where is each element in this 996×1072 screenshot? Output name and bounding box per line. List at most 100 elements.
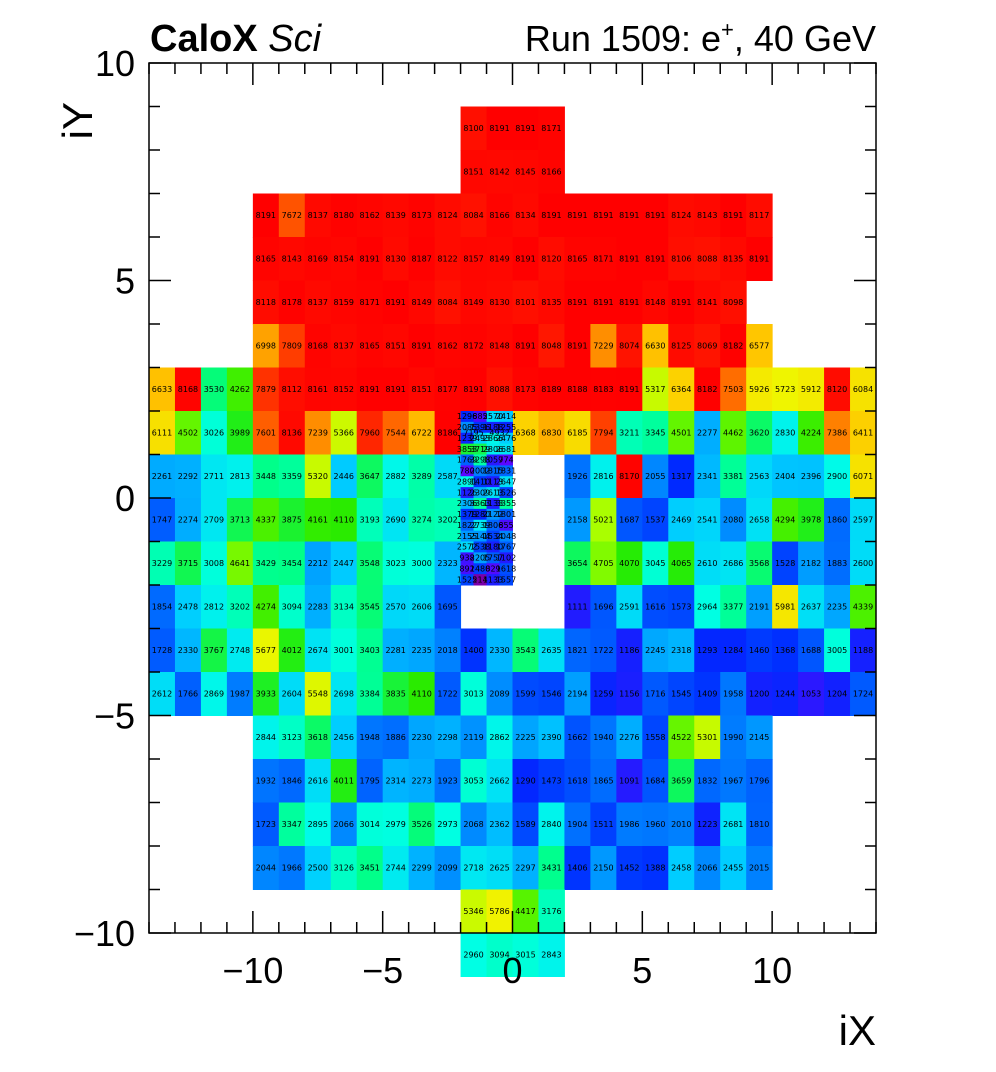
cell-value-label: 8177 (437, 385, 457, 394)
cell-value-label: 1766 (178, 690, 198, 699)
heatmap-cell (486, 574, 501, 586)
cell-value-label: 1662 (567, 733, 587, 742)
heatmap-cell (772, 585, 799, 629)
cell-value-label: 3023 (385, 559, 405, 568)
cell-value-label: 8191 (749, 255, 769, 264)
cell-value-label: 3377 (723, 603, 743, 612)
cell-value-label: 2597 (853, 516, 873, 525)
heatmap-cell (460, 411, 475, 423)
heatmap-cell (746, 759, 773, 803)
cell-value-label: 2066 (697, 864, 717, 873)
cell-value-label: 3568 (749, 559, 769, 568)
cell-value-label: 8130 (489, 298, 509, 307)
heatmap-cell (512, 889, 539, 934)
run-sup: + (721, 17, 734, 42)
heatmap-cell (668, 411, 695, 455)
cell-value-label: 2182 (801, 559, 821, 568)
heatmap-cell (616, 846, 643, 890)
cell-value-label: 1883 (827, 559, 847, 568)
heatmap-cell (460, 367, 488, 412)
heatmap-cell (746, 237, 773, 281)
cell-value-label: 5677 (256, 646, 276, 655)
heatmap-cell (304, 585, 332, 629)
cell-value-label: 214 (472, 575, 487, 584)
cell-value-label: 2066 (334, 820, 354, 829)
heatmap-cell (772, 541, 799, 586)
heatmap-cell (408, 802, 436, 847)
heatmap-cells (149, 106, 877, 977)
heatmap-cell (746, 367, 773, 412)
heatmap-cell (499, 530, 513, 543)
cell-value-label: 1111 (567, 603, 587, 612)
heatmap-cell (538, 367, 565, 412)
cell-value-label: 2314 (385, 777, 405, 786)
cell-value-label: 8191 (360, 255, 380, 264)
heatmap-cell (174, 498, 202, 542)
heatmap-cell (538, 628, 565, 673)
cell-value-label: 1986 (619, 820, 639, 829)
cell-value-label: 2323 (437, 559, 457, 568)
cell-value-label: 4417 (515, 907, 535, 916)
heatmap-cell (486, 628, 513, 673)
cell-value-label: 8191 (385, 385, 405, 394)
heatmap-cell (850, 585, 877, 629)
cell-value-label: 5346 (463, 907, 483, 916)
heatmap-cell (564, 324, 591, 368)
cell-value-label: 938 (459, 554, 474, 563)
cell-value-label: 1948 (360, 733, 380, 742)
heatmap-cell (486, 367, 513, 412)
heatmap-cell (226, 585, 254, 629)
heatmap-cell (538, 411, 565, 455)
cell-value-label: 8151 (385, 342, 405, 351)
heatmap-cell (720, 280, 747, 325)
cell-value-label: 1926 (567, 472, 587, 481)
cell-value-label: 2044 (256, 864, 276, 873)
cell-value-label: 2235 (827, 603, 847, 612)
heatmap-cell (330, 585, 358, 629)
cell-value-label: 2616 (308, 777, 328, 786)
cell-value-label: 1528 (775, 559, 795, 568)
cell-value-label: 8137 (308, 211, 328, 220)
cell-value-label: 8191 (515, 255, 535, 264)
heatmap-cell (356, 585, 384, 629)
heatmap-cell (538, 802, 565, 847)
cell-value-label: 8180 (334, 211, 354, 220)
heatmap-cell (694, 367, 721, 412)
cell-value-label: 892 (459, 564, 474, 573)
cell-value-label: 2150 (593, 864, 613, 873)
heatmap-cell (149, 672, 176, 716)
heatmap-cell (382, 715, 410, 760)
heatmap-cell (174, 411, 202, 455)
axis-tick-labels: −10 −5 0 5 10 −10 −5 0 5 10 (74, 43, 792, 991)
heatmap-cell (382, 672, 410, 716)
heatmap-cell (772, 498, 799, 542)
heatmap-cell (460, 432, 475, 445)
cell-value-label: 2456 (334, 733, 354, 742)
cell-value-label: 1460 (749, 646, 769, 655)
cell-value-label: 8191 (593, 298, 613, 307)
heatmap-cell (564, 237, 591, 281)
cell-value-label: 6630 (645, 342, 665, 351)
cell-value-label: 8088 (489, 385, 509, 394)
cell-value-label: 2085 (457, 423, 477, 432)
heatmap-cell (798, 672, 825, 716)
cell-value-label: 7960 (360, 429, 380, 438)
cell-value-label: 1865 (593, 777, 613, 786)
cell-value-label: 8191 (360, 385, 380, 394)
cell-value-label: 1546 (541, 690, 561, 699)
cell-value-label: 2119 (463, 733, 483, 742)
x-axis-title: iX (839, 1007, 876, 1054)
heatmap-cell (668, 846, 695, 890)
heatmap-cell (473, 498, 488, 510)
cell-value-label: 2230 (411, 733, 431, 742)
cell-value-label: 2122 (483, 510, 503, 519)
heatmap-cell (149, 628, 176, 673)
heatmap-cell (356, 324, 384, 368)
y-tick-label: 10 (95, 43, 135, 84)
heatmap-cell (304, 759, 332, 803)
cell-value-label: 2283 (308, 603, 328, 612)
heatmap-cell (616, 324, 643, 368)
heatmap-cell (746, 193, 773, 238)
heatmap-cell (408, 715, 436, 760)
heatmap-cell (850, 367, 877, 412)
